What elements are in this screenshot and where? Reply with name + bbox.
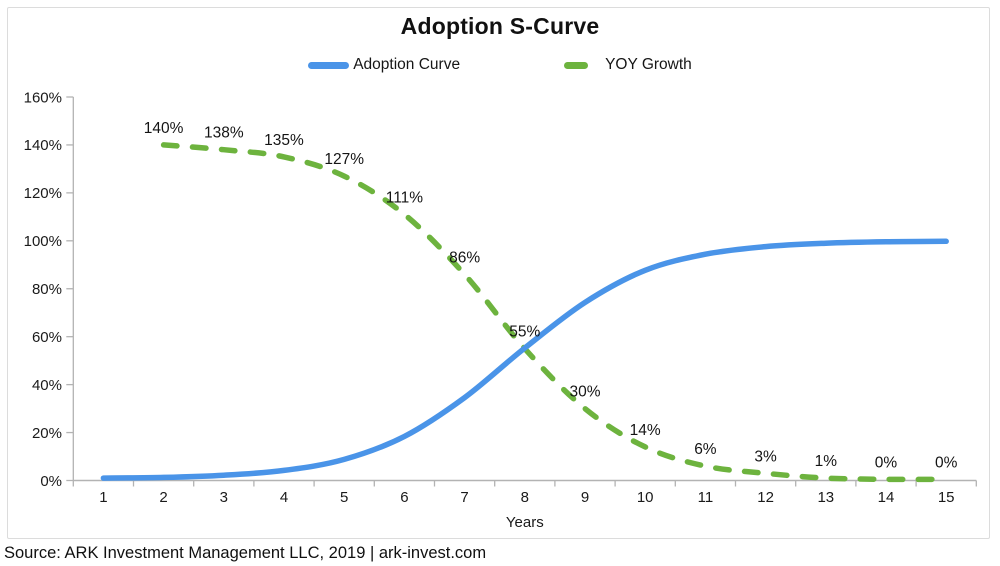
x-tick-label: 9	[581, 489, 589, 506]
x-tick-label: 3	[220, 489, 228, 506]
x-tick-label: 8	[521, 489, 529, 506]
yoy-growth-data-label: 14%	[630, 422, 661, 439]
legend-label-yoy-growth: YOY Growth	[605, 56, 692, 73]
yoy-growth-data-label: 0%	[935, 454, 958, 471]
x-tick-label: 7	[460, 489, 468, 506]
yoy-growth-data-label: 0%	[875, 454, 898, 471]
yoy-growth-data-label: 135%	[264, 132, 304, 149]
x-tick-label: 4	[280, 489, 288, 506]
source-note: Source: ARK Investment Management LLC, 2…	[4, 544, 487, 562]
adoption-curve-line	[100, 238, 949, 481]
y-tick-label: 120%	[24, 185, 62, 202]
x-tick-label: 10	[637, 489, 654, 506]
yoy-growth-data-label: 127%	[324, 151, 364, 168]
yoy-growth-data-label: 111%	[386, 189, 424, 206]
yoy-growth-swatch-icon	[564, 61, 589, 69]
yoy-growth-line	[160, 142, 949, 483]
chart-frame	[7, 7, 990, 539]
x-tick-label: 1	[99, 489, 107, 506]
x-tick-label: 13	[817, 489, 834, 506]
x-axis-title: Years	[506, 514, 544, 531]
yoy-growth-data-label: 86%	[449, 249, 480, 266]
chart-title: Adoption S-Curve	[400, 13, 600, 39]
yoy-growth-data-label: 55%	[509, 324, 540, 341]
y-tick-label: 80%	[32, 281, 62, 298]
y-tick-label: 40%	[32, 377, 62, 394]
x-tick-label: 2	[159, 489, 167, 506]
y-tick-label: 60%	[32, 329, 62, 346]
yoy-growth-data-label: 30%	[569, 384, 600, 401]
legend-item-adoption-curve: Adoption Curve	[308, 56, 460, 74]
yoy-growth-data-label: 6%	[694, 441, 717, 458]
x-tick-label: 14	[878, 489, 895, 506]
x-tick-label: 6	[400, 489, 408, 506]
x-tick-label: 5	[340, 489, 348, 506]
legend-label-adoption-curve: Adoption Curve	[353, 56, 461, 73]
yoy-growth-data-label: 138%	[204, 125, 244, 142]
x-tick-label: 11	[698, 489, 714, 506]
y-tick-label: 100%	[24, 233, 62, 250]
yoy-growth-data-label: 140%	[144, 120, 184, 137]
legend-item-yoy-growth: YOY Growth	[564, 56, 692, 74]
y-tick-label: 160%	[24, 89, 62, 106]
y-tick-label: 20%	[32, 425, 62, 442]
y-tick-label: 0%	[40, 473, 62, 490]
yoy-growth-data-label: 3%	[754, 448, 777, 465]
yoy-growth-data-label: 1%	[815, 453, 838, 470]
legend: Adoption Curve YOY Growth	[0, 56, 1000, 74]
adoption-curve-swatch-icon	[308, 61, 350, 69]
x-tick-label: 15	[938, 489, 955, 506]
y-tick-label: 140%	[24, 137, 62, 154]
x-tick-label: 12	[757, 489, 774, 506]
